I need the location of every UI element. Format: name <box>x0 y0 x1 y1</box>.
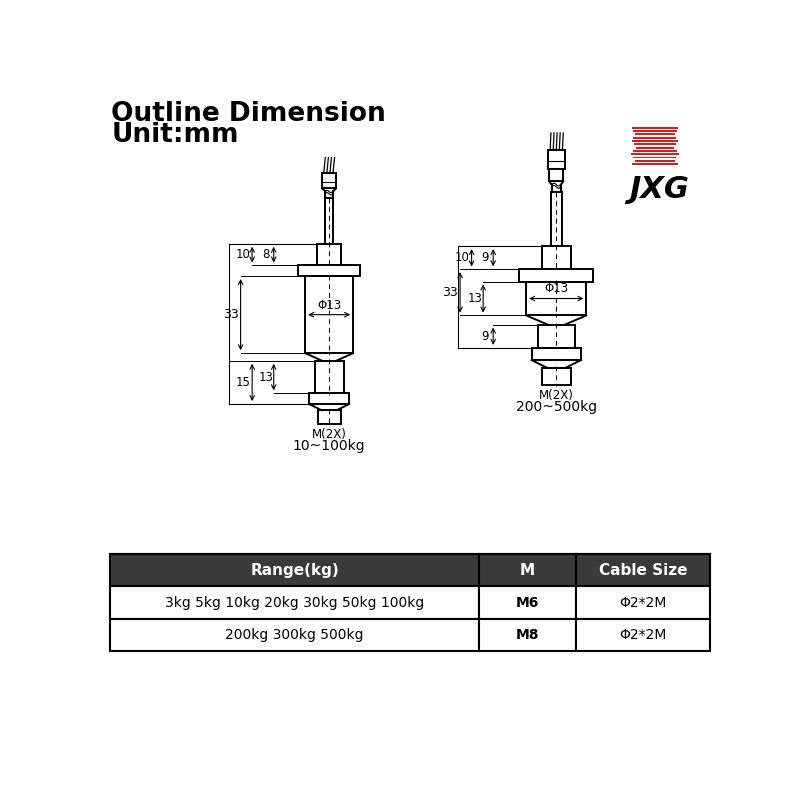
Text: Outline Dimension: Outline Dimension <box>111 102 386 127</box>
Bar <box>479 554 575 586</box>
Bar <box>479 586 575 619</box>
Text: Φ13: Φ13 <box>317 298 342 311</box>
Bar <box>314 361 344 394</box>
Text: M(2X): M(2X) <box>539 389 574 402</box>
Bar <box>318 410 341 424</box>
Text: 200~500kg: 200~500kg <box>516 400 597 414</box>
Bar <box>479 619 575 651</box>
Text: M8: M8 <box>516 628 539 642</box>
Text: Φ13: Φ13 <box>544 282 568 295</box>
Bar <box>634 157 677 158</box>
Bar <box>110 586 479 619</box>
Text: 10~100kg: 10~100kg <box>293 439 366 454</box>
Text: 13: 13 <box>258 370 274 383</box>
Text: 33: 33 <box>222 308 238 321</box>
Text: 8: 8 <box>262 248 270 261</box>
Bar <box>551 192 562 246</box>
Bar <box>326 198 333 244</box>
Bar <box>306 276 353 353</box>
Bar <box>550 169 563 182</box>
Bar <box>635 160 675 162</box>
Bar <box>532 348 581 360</box>
Text: M(2X): M(2X) <box>312 428 346 441</box>
Text: 200kg 300kg 500kg: 200kg 300kg 500kg <box>226 628 364 642</box>
Bar <box>575 619 710 651</box>
Text: 9: 9 <box>482 251 490 264</box>
Bar <box>633 150 677 152</box>
Text: 10: 10 <box>455 251 470 264</box>
Bar <box>548 150 565 169</box>
Bar <box>322 173 336 188</box>
Text: Cable Size: Cable Size <box>598 563 687 578</box>
Text: JXG: JXG <box>629 175 689 204</box>
Bar <box>633 130 677 132</box>
Text: Φ2*2M: Φ2*2M <box>619 596 666 610</box>
Bar <box>632 126 678 129</box>
Bar <box>632 163 678 165</box>
Bar <box>575 554 710 586</box>
Bar <box>575 586 710 619</box>
Text: Range(kg): Range(kg) <box>250 563 339 578</box>
Bar <box>636 146 674 149</box>
Bar <box>298 266 360 276</box>
Text: Φ2*2M: Φ2*2M <box>619 628 666 642</box>
Text: 15: 15 <box>235 376 250 389</box>
Bar <box>635 134 675 135</box>
Bar <box>110 554 479 586</box>
Bar <box>309 394 349 404</box>
Bar <box>538 325 574 348</box>
Text: 33: 33 <box>442 286 458 299</box>
Text: 9: 9 <box>482 330 490 342</box>
Bar <box>526 282 586 315</box>
Bar <box>519 270 594 282</box>
Text: 10: 10 <box>235 248 250 261</box>
Bar <box>634 137 677 138</box>
Text: 13: 13 <box>468 292 483 305</box>
Bar <box>631 154 678 155</box>
Text: Unit:mm: Unit:mm <box>111 122 238 148</box>
Bar <box>317 244 342 266</box>
Bar <box>632 140 678 142</box>
Text: 3kg 5kg 10kg 20kg 30kg 50kg 100kg: 3kg 5kg 10kg 20kg 30kg 50kg 100kg <box>165 596 424 610</box>
Bar <box>634 143 676 146</box>
Bar <box>542 368 571 385</box>
Bar <box>110 619 479 651</box>
Text: M6: M6 <box>516 596 539 610</box>
Text: M: M <box>520 563 535 578</box>
Bar <box>542 246 571 270</box>
